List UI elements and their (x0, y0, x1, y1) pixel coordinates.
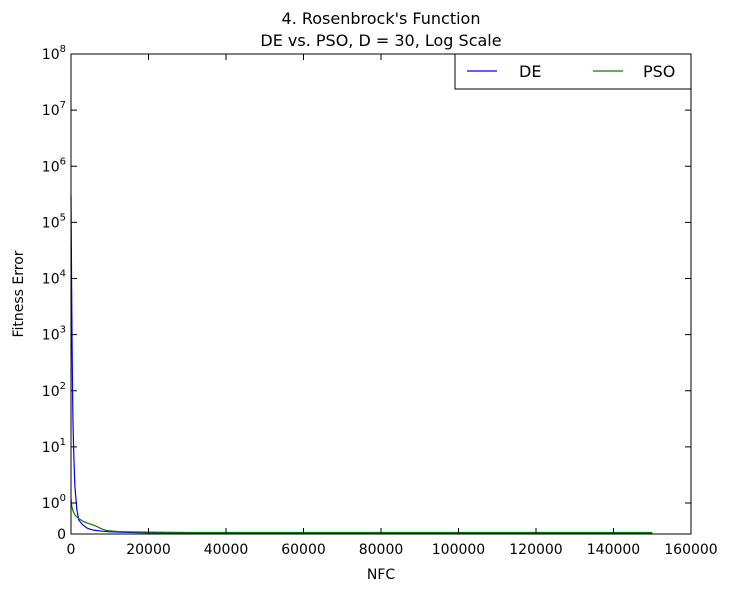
y-tick-label: 104 (42, 269, 66, 288)
x-tick-label: 120000 (509, 542, 562, 558)
x-tick-label: 80000 (359, 542, 404, 558)
series-line-de (70, 195, 653, 534)
y-tick-label: 101 (42, 437, 66, 456)
x-tick-label: 100000 (432, 542, 485, 558)
x-tick-label: 0 (67, 542, 76, 558)
chart-title-line2: DE vs. PSO, D = 30, Log Scale (260, 31, 501, 50)
series-layer (70, 195, 653, 534)
y-axis-label: Fitness Error (11, 250, 27, 337)
plot-frame (70, 53, 692, 535)
legend-label-de: DE (519, 62, 541, 81)
y-tick-label: 100 (42, 493, 66, 512)
chart-title-line1: 4. Rosenbrock's Function (282, 9, 481, 28)
x-tick-label: 60000 (281, 542, 326, 558)
y-tick-label: 105 (42, 212, 66, 231)
x-tick-label: 40000 (204, 542, 249, 558)
ticks-layer: 0 20000 40000 60000 80000 100000 120000 140000 1… (42, 44, 718, 558)
y-tick-label: 102 (42, 381, 66, 400)
y-tick-label: 103 (42, 325, 66, 344)
legend: DE PSO (454, 53, 692, 90)
y-tick-label: 106 (42, 156, 66, 175)
y-tick-label: 108 (42, 44, 66, 63)
x-axis-label: NFC (367, 567, 396, 583)
legend-label-pso: PSO (643, 62, 675, 81)
x-tick-label: 20000 (126, 542, 171, 558)
x-tick-label: 160000 (664, 542, 717, 558)
series-line-pso (70, 498, 653, 534)
x-tick-label: 140000 (587, 542, 640, 558)
y-tick-label: 107 (42, 100, 66, 119)
y-tick-label: 0 (57, 527, 66, 543)
